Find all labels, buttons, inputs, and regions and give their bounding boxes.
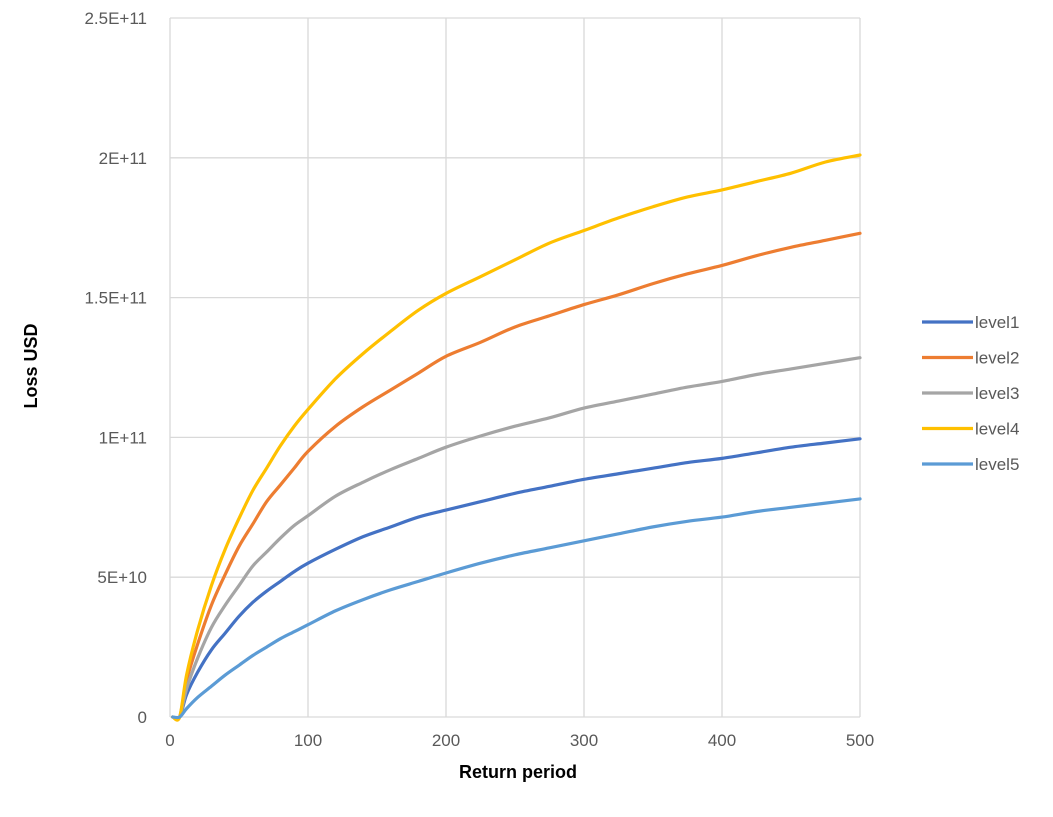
legend-label: level3 xyxy=(975,384,1019,403)
y-tick-label: 0 xyxy=(138,708,147,727)
y-tick-label: 1.5E+11 xyxy=(84,289,147,308)
series-line-level3 xyxy=(171,356,862,721)
legend-label: level2 xyxy=(975,349,1019,368)
series-line-level2 xyxy=(171,231,862,722)
legend: level1 level2 level3 level4 level5 xyxy=(922,313,1019,474)
gridlines xyxy=(169,17,861,718)
x-tick-label: 200 xyxy=(432,731,460,750)
y-tick-label: 1E+11 xyxy=(99,428,147,447)
legend-item-level4: level4 xyxy=(922,420,1019,439)
legend-item-level1: level1 xyxy=(922,313,1019,332)
x-tick-label: 500 xyxy=(846,731,874,750)
tick-labels: 0 100 200 300 400 500 0 5E+10 1E+11 1.5E+11 2E+11 2… xyxy=(84,9,874,750)
y-axis-title: Loss USD xyxy=(21,323,41,408)
y-tick-label: 2E+11 xyxy=(99,149,147,168)
legend-item-level2: level2 xyxy=(922,349,1019,368)
y-tick-label: 5E+10 xyxy=(97,568,147,587)
series-line-level4 xyxy=(171,153,862,722)
series-lines xyxy=(171,153,862,722)
x-tick-label: 300 xyxy=(570,731,598,750)
legend-label: level1 xyxy=(975,313,1019,332)
x-tick-label: 0 xyxy=(165,731,174,750)
x-axis-title: Return period xyxy=(459,762,577,782)
x-tick-label: 400 xyxy=(708,731,736,750)
legend-item-level3: level3 xyxy=(922,384,1019,403)
series-line-level5 xyxy=(171,497,862,720)
legend-label: level4 xyxy=(975,420,1019,439)
series-line-level1 xyxy=(171,437,862,721)
x-tick-label: 100 xyxy=(294,731,322,750)
legend-item-level5: level5 xyxy=(922,455,1019,474)
legend-label: level5 xyxy=(975,455,1019,474)
y-tick-label: 2.5E+11 xyxy=(84,9,147,28)
